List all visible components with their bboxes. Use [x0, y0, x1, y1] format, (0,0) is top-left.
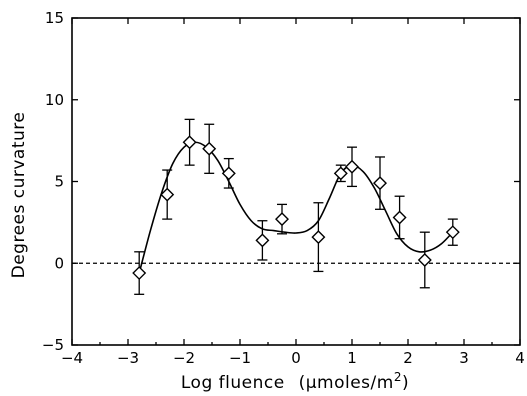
x-axis-title-main: Log fluence: [181, 373, 285, 393]
data-point: [417, 231, 432, 289]
y-tick-label: 0: [54, 254, 64, 272]
x-tick-label: 4: [515, 349, 525, 367]
x-tick-label: 0: [291, 349, 301, 367]
data-point: [345, 146, 359, 188]
x-tick-label: 2: [403, 349, 413, 367]
ticks: −4 −3 −2 −1 0 1 2 3 4 −5 0 5 10 15: [42, 9, 525, 367]
data-point: [392, 195, 407, 240]
x-axis-title-units: (μmoles/m: [299, 373, 394, 393]
y-tick-label: 10: [45, 91, 64, 109]
data-point: [311, 202, 326, 273]
x-tick-label: 3: [459, 349, 469, 367]
x-tick-label: −1: [229, 349, 251, 367]
data-point: [160, 169, 175, 220]
data-point: [333, 164, 348, 183]
data-point: [202, 123, 217, 174]
y-tick-label: 15: [45, 9, 64, 27]
data-points: [132, 118, 460, 295]
diamond-marker: [345, 159, 359, 174]
x-axis-title: Log fluence (μmoles/m2): [181, 370, 409, 393]
data-point: [221, 157, 236, 189]
diamond-marker: [392, 210, 407, 225]
x-axis-title-units-close: ): [402, 373, 409, 393]
diamond-marker: [373, 176, 387, 191]
data-point: [275, 203, 289, 235]
data-point: [373, 156, 387, 210]
diamond-marker: [255, 233, 270, 248]
x-tick-label: −3: [117, 349, 139, 367]
x-tick-label: −2: [173, 349, 195, 367]
axes: [71, 17, 521, 346]
diamond-marker: [182, 135, 197, 150]
data-point: [132, 251, 147, 295]
diamond-marker: [333, 166, 348, 181]
diamond-marker: [202, 141, 217, 156]
y-axis-title: Degrees curvature: [9, 112, 29, 279]
y-tick-label: −5: [42, 336, 64, 354]
x-axis-title-units-sup: 2: [394, 370, 402, 384]
diamond-marker: [132, 266, 147, 281]
x-tick-label: 1: [347, 349, 357, 367]
y-tick-label: 5: [54, 173, 64, 191]
diamond-marker: [417, 252, 432, 267]
x-tick-label: −4: [61, 349, 83, 367]
data-point: [255, 220, 270, 261]
diamond-marker: [275, 212, 289, 227]
diamond-marker: [160, 187, 175, 202]
plot-frame: [71, 17, 521, 346]
diamond-marker: [311, 230, 326, 245]
data-point: [445, 218, 460, 246]
diamond-marker: [221, 166, 236, 181]
data-point: [182, 118, 197, 166]
fitted-curve: [138, 141, 454, 274]
diamond-marker: [445, 225, 460, 240]
